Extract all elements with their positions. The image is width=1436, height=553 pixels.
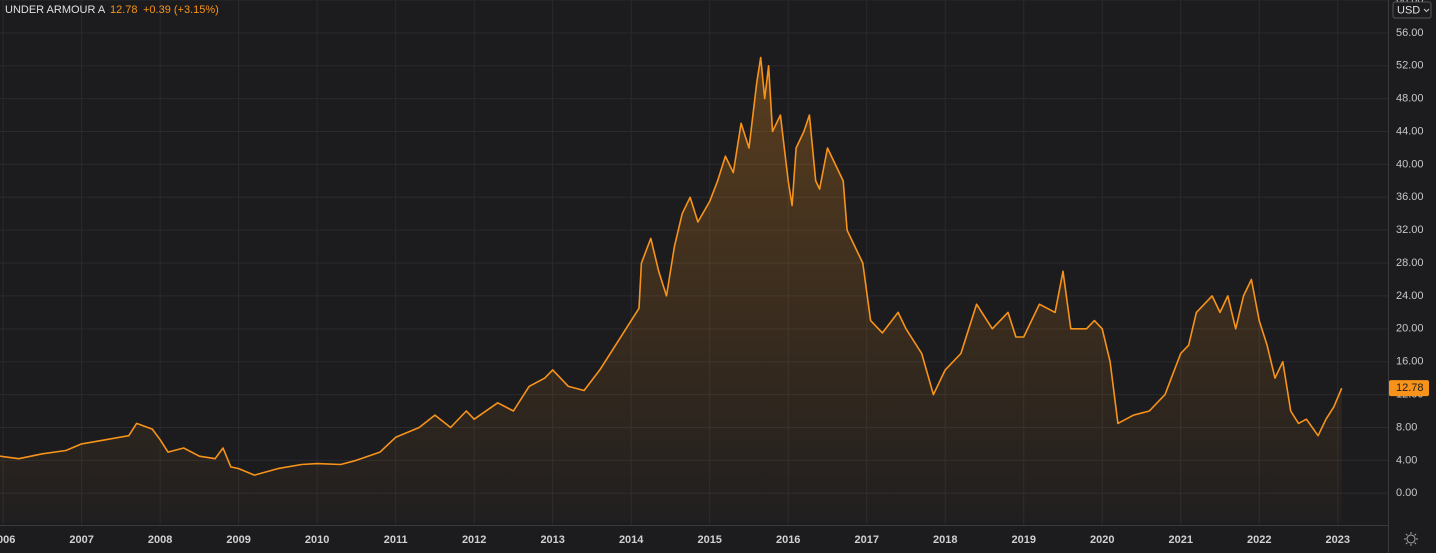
currency-label[interactable]: USD [1397, 4, 1420, 16]
x-tick-label: 2020 [1090, 534, 1114, 546]
x-tick-label: 2014 [619, 534, 644, 546]
settings-rays [1404, 532, 1418, 546]
change: +0.39 (+3.15%) [143, 4, 219, 16]
instrument-name: UNDER ARMOUR A [5, 4, 106, 16]
x-tick-label: 2013 [540, 534, 564, 546]
x-tick-label: 2006 [0, 534, 15, 546]
area-fill [0, 57, 1342, 522]
y-tick-label: 8.00 [1396, 421, 1417, 433]
x-tick-label: 2021 [1168, 534, 1192, 546]
x-tick-label: 2016 [776, 534, 800, 546]
settings-icon[interactable] [1404, 532, 1418, 546]
x-tick-label: 2012 [462, 534, 486, 546]
y-tick-label: 52.00 [1396, 60, 1424, 72]
x-tick-label: 2023 [1326, 534, 1350, 546]
x-tick-label: 2008 [148, 534, 172, 546]
dropdown-caret [1423, 8, 1430, 13]
settings-circle [1406, 534, 1416, 544]
y-tick-label: 20.00 [1396, 323, 1424, 335]
y-tick-label: 56.00 [1396, 27, 1424, 39]
x-tick-label: 2015 [697, 534, 721, 546]
y-tick-label: 4.00 [1396, 454, 1417, 466]
y-tick-label: 28.00 [1396, 257, 1424, 269]
y-tick-label: 16.00 [1396, 356, 1424, 368]
x-tick-label: 2011 [384, 534, 408, 546]
y-tick-label: 36.00 [1396, 191, 1424, 203]
x-tick-label: 2017 [854, 534, 878, 546]
last-price-box [1389, 380, 1429, 397]
last-price-label: 12.78 [1396, 382, 1424, 394]
y-tick-label: 32.00 [1396, 224, 1424, 236]
y-tick-label: 0.00 [1396, 487, 1417, 499]
price: 12.78 [110, 4, 138, 16]
y-tick-label: 44.00 [1396, 125, 1424, 137]
price-line [0, 56, 1343, 476]
y-tick-label: 40.00 [1396, 158, 1424, 170]
x-tick-label: 2010 [305, 534, 329, 546]
y-tick-label: 48.00 [1396, 93, 1424, 105]
x-tick-label: 2007 [69, 534, 93, 546]
x-tick-label: 2022 [1247, 534, 1271, 546]
x-tick-label: 2018 [933, 534, 957, 546]
x-tick-label: 2019 [1011, 534, 1035, 546]
x-tick-label: 2009 [226, 534, 250, 546]
currency-dropdown[interactable] [1392, 1, 1432, 19]
y-tick-label: 24.00 [1396, 290, 1424, 302]
